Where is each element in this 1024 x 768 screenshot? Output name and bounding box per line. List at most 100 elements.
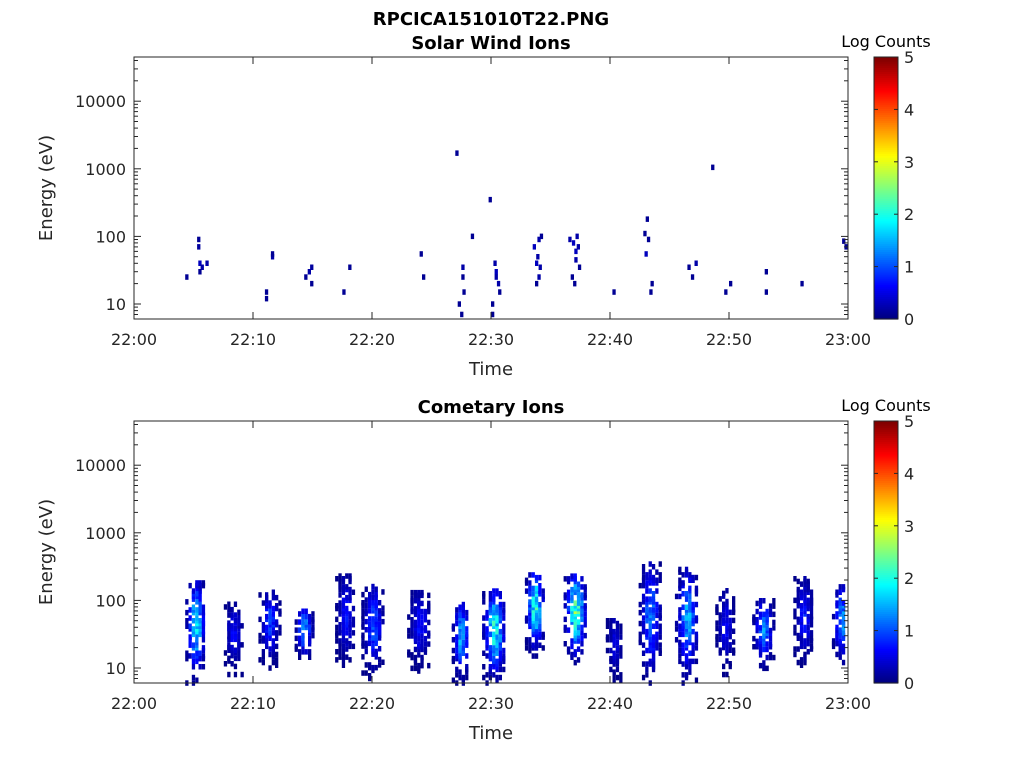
cometary-cell (410, 589, 414, 596)
solar-wind-colorbar-step (874, 69, 898, 72)
cometary-colorbar-step (874, 466, 898, 469)
cometary-cell (223, 650, 228, 656)
cometary-cell (492, 639, 496, 646)
cometary-cell (227, 655, 231, 662)
cometary-cell (275, 619, 279, 625)
cometary-cell (609, 655, 613, 662)
cometary-cell (651, 607, 656, 613)
solar-wind-colorbar-step (874, 212, 898, 216)
cometary-cell (455, 607, 459, 613)
cometary-cell (752, 635, 756, 642)
solar-wind-colorbar-step (874, 167, 898, 171)
cometary-cell (417, 652, 421, 658)
solar-wind-colorbar-step (874, 136, 898, 140)
cometary-cell (198, 580, 202, 586)
cometary-cell (185, 618, 189, 624)
cometary-cell (655, 607, 659, 613)
cometary-cell (694, 645, 699, 651)
cometary-cell (619, 623, 623, 629)
solar-wind-colorbar-step (874, 138, 898, 142)
cometary-cell (641, 661, 646, 667)
cometary-cell (485, 672, 489, 678)
cometary-cell (495, 642, 499, 648)
cometary-cell (732, 617, 736, 624)
cometary-cell (524, 615, 529, 621)
cometary-cell (768, 652, 773, 658)
cometary-cell (275, 662, 279, 668)
cometary-colorbar-step (874, 459, 898, 463)
cometary-colorbar-step (874, 463, 898, 467)
cometary-cell (261, 654, 265, 660)
cometary-cell (268, 651, 272, 658)
cometary-cell (195, 650, 199, 656)
cometary-cell (678, 607, 682, 613)
cometary-cell (806, 613, 810, 620)
cometary-colorbar-step (874, 425, 898, 428)
cometary-colorbar-step (874, 580, 898, 584)
cometary-cell (541, 631, 545, 638)
solar-wind-colorbar-step (874, 63, 898, 66)
solar-wind-colorbar-step (874, 273, 898, 277)
cometary-cell (691, 642, 695, 648)
cometary-cell (691, 628, 695, 635)
cometary-cell (645, 647, 649, 654)
cometary-cell (758, 603, 763, 609)
cometary-cell (368, 600, 372, 606)
cometary-colorbar-step (874, 527, 898, 531)
cometary-cell (809, 594, 814, 601)
cometary-cell (541, 645, 545, 651)
cometary-cell (678, 631, 682, 638)
cometary-cell (417, 641, 421, 647)
cometary-colorbar-step (874, 488, 898, 492)
cometary-cell (609, 647, 613, 654)
cometary-cell (271, 638, 275, 644)
solar-wind-colorbar-step (874, 165, 898, 169)
cometary-cell (638, 601, 642, 608)
cometary-x-tick-label: 22:00 (111, 694, 157, 713)
cometary-cell (619, 634, 623, 640)
cometary-cell (641, 674, 646, 681)
cometary-cell (806, 630, 810, 636)
solar-wind-colorbar-step (874, 110, 898, 113)
cometary-cell (678, 566, 682, 573)
cometary-cell (495, 628, 499, 635)
solar-wind-cell (197, 236, 201, 243)
solar-wind-colorbar-step (874, 134, 898, 138)
solar-wind-colorbar-step (874, 104, 898, 107)
cometary-cell (368, 591, 372, 598)
cometary-cell (566, 589, 571, 596)
solar-wind-x-tick-label: 22:10 (230, 330, 276, 349)
cometary-cell (645, 572, 649, 578)
cometary-cell (725, 658, 729, 664)
cometary-cell (195, 620, 199, 627)
cometary-cell (674, 620, 679, 627)
cometary-cell (835, 611, 839, 617)
cometary-cell (674, 637, 679, 643)
cometary-cell (423, 625, 428, 631)
solar-wind-colorbar-step (874, 206, 898, 210)
cometary-cell (722, 601, 726, 607)
cometary-cell (420, 619, 424, 626)
solar-wind-colorbar-step (874, 249, 898, 253)
cometary-cell (641, 599, 646, 605)
cometary-cell (482, 674, 486, 681)
solar-wind-colorbar-step (874, 169, 898, 173)
cometary-cell (722, 617, 726, 624)
cometary-cell (498, 650, 502, 656)
cometary-cell (762, 660, 766, 666)
solar-wind-colorbar-step (874, 224, 898, 228)
cometary-cell (495, 658, 499, 665)
cometary-cell (198, 655, 202, 662)
cometary-colorbar-step (874, 509, 898, 512)
cometary-cell (427, 619, 431, 626)
solar-wind-colorbar-step (874, 233, 898, 236)
cometary-cell (237, 615, 241, 621)
cometary-cell (648, 637, 652, 643)
cometary-cell (420, 625, 424, 631)
cometary-cell (482, 599, 486, 605)
solar-wind-y-tick-label: 10 (106, 295, 126, 314)
cometary-cell (371, 616, 375, 622)
cometary-cell (423, 617, 428, 623)
cometary-colorbar-label: Log Counts (841, 396, 931, 415)
cometary-cell (681, 620, 685, 627)
